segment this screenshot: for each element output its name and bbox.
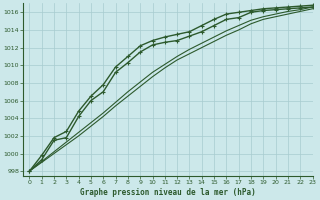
X-axis label: Graphe pression niveau de la mer (hPa): Graphe pression niveau de la mer (hPa) — [80, 188, 256, 197]
